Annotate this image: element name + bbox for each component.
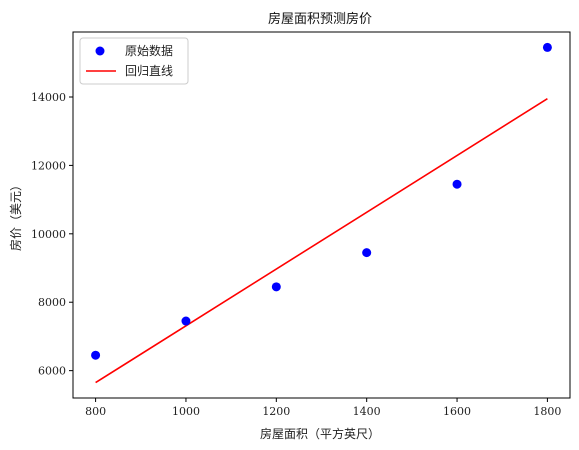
data-point <box>452 179 462 189</box>
x-tick-label: 1200 <box>262 405 290 418</box>
y-tick-label: 14000 <box>31 91 66 104</box>
x-tick-label: 1400 <box>353 405 381 418</box>
legend-box <box>79 37 189 85</box>
y-tick-label: 8000 <box>38 296 66 309</box>
data-point <box>181 316 191 326</box>
x-axis: 800 1000 1200 1400 1600 1800 <box>85 398 561 418</box>
data-point <box>362 248 372 258</box>
data-point <box>271 282 281 292</box>
x-tick-label: 1600 <box>443 405 471 418</box>
x-tick-label: 1800 <box>533 405 561 418</box>
chart-title: 房屋面积预测房价 <box>268 11 372 27</box>
y-tick-label: 10000 <box>31 228 66 241</box>
legend: 原始数据 回归直线 <box>79 37 189 85</box>
legend-label-original-data: 原始数据 <box>125 43 173 58</box>
legend-label-regression-line: 回归直线 <box>125 64 173 78</box>
y-axis: 6000 8000 10000 12000 14000 <box>31 91 73 378</box>
y-axis-label: 房价（美元） <box>8 179 23 251</box>
x-tick-label: 1000 <box>172 405 200 418</box>
data-point <box>91 350 101 360</box>
x-axis-label: 房屋面积（平方英尺） <box>260 426 380 441</box>
data-point <box>542 42 552 52</box>
regression-line <box>95 98 548 384</box>
plot-frame <box>72 31 571 399</box>
y-tick-label: 6000 <box>38 365 66 378</box>
series-layer <box>91 42 552 384</box>
y-tick-label: 12000 <box>31 159 66 172</box>
x-tick-label: 800 <box>85 405 106 418</box>
legend-marker-original-data <box>95 46 105 56</box>
